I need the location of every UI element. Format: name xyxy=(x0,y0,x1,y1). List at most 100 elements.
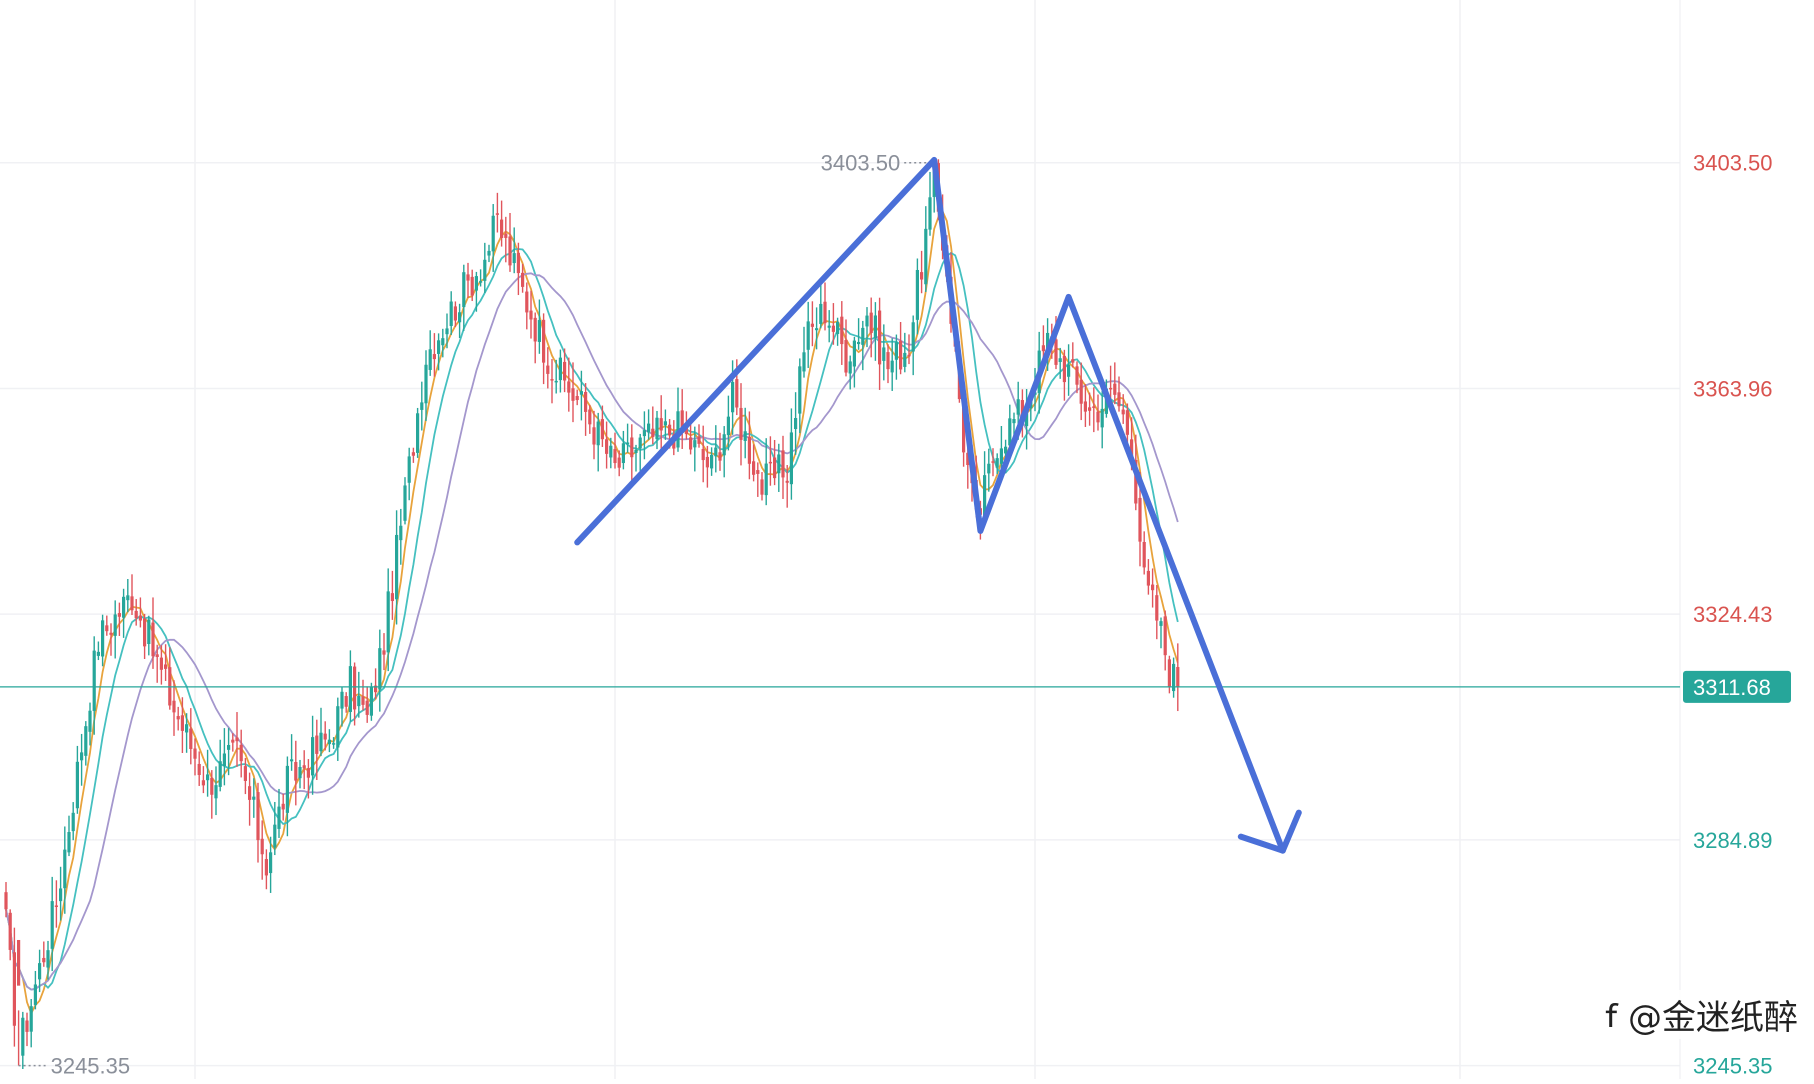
candle-body[interactable] xyxy=(466,274,470,281)
candle-body[interactable] xyxy=(218,761,222,787)
candle-body[interactable] xyxy=(626,442,630,445)
candle-body[interactable] xyxy=(571,388,575,401)
candle-body[interactable] xyxy=(558,357,562,381)
candle-body[interactable] xyxy=(516,252,520,274)
candle-body[interactable] xyxy=(1067,364,1071,377)
candle-body[interactable] xyxy=(311,737,315,776)
candle-body[interactable] xyxy=(869,312,873,334)
candle-body[interactable] xyxy=(1138,497,1142,542)
candle-body[interactable] xyxy=(227,745,231,750)
candle-body[interactable] xyxy=(680,410,684,433)
candle-body[interactable] xyxy=(861,327,865,345)
candle-body[interactable] xyxy=(126,595,130,601)
candle-body[interactable] xyxy=(336,706,340,748)
candle-body[interactable] xyxy=(546,365,550,374)
candle-body[interactable] xyxy=(617,457,621,468)
candle-body[interactable] xyxy=(991,461,995,463)
candle-body[interactable] xyxy=(1155,595,1159,621)
candle-body[interactable] xyxy=(1058,358,1062,363)
candle-body[interactable] xyxy=(966,452,970,466)
candle-body[interactable] xyxy=(67,832,71,853)
candle-body[interactable] xyxy=(386,591,390,653)
candle-body[interactable] xyxy=(743,431,747,441)
candle-body[interactable] xyxy=(1079,379,1083,404)
candle-body[interactable] xyxy=(819,303,823,324)
candle-body[interactable] xyxy=(1062,356,1066,383)
candle-body[interactable] xyxy=(848,361,852,374)
candle-body[interactable] xyxy=(113,614,117,636)
candle-body[interactable] xyxy=(54,905,58,907)
candle-body[interactable] xyxy=(327,739,331,745)
candle-body[interactable] xyxy=(458,312,462,323)
candle-body[interactable] xyxy=(1151,584,1155,591)
candle-body[interactable] xyxy=(1125,410,1129,435)
candle-body[interactable] xyxy=(63,849,67,889)
candle-body[interactable] xyxy=(911,322,915,352)
candle-body[interactable] xyxy=(852,340,856,367)
candle-body[interactable] xyxy=(1172,663,1176,692)
candle-body[interactable] xyxy=(798,366,802,414)
candle-body[interactable] xyxy=(420,402,424,410)
candle-body[interactable] xyxy=(1142,541,1146,568)
candle-body[interactable] xyxy=(25,1020,29,1032)
candle-body[interactable] xyxy=(542,319,546,363)
candle-body[interactable] xyxy=(243,766,247,781)
candle-body[interactable] xyxy=(487,250,491,256)
candle-body[interactable] xyxy=(865,315,869,327)
candle-body[interactable] xyxy=(147,619,151,645)
candle-body[interactable] xyxy=(33,984,37,1005)
candle-body[interactable] xyxy=(983,475,987,516)
candle-body[interactable] xyxy=(924,228,928,285)
candle-body[interactable] xyxy=(193,748,197,759)
candle-body[interactable] xyxy=(588,409,592,425)
candle-body[interactable] xyxy=(264,859,268,876)
candle-body[interactable] xyxy=(630,437,634,458)
candle-body[interactable] xyxy=(777,454,781,474)
candle-body[interactable] xyxy=(92,650,96,711)
candle-body[interactable] xyxy=(1088,407,1092,411)
candle-body[interactable] xyxy=(621,443,625,464)
candle-body[interactable] xyxy=(1046,332,1050,349)
candle-body[interactable] xyxy=(794,418,798,430)
candle-body[interactable] xyxy=(323,733,327,740)
candle-body[interactable] xyxy=(697,436,701,444)
candle-body[interactable] xyxy=(1054,339,1058,365)
candle-body[interactable] xyxy=(1096,411,1100,423)
candle-body[interactable] xyxy=(579,391,583,395)
candle-body[interactable] xyxy=(827,325,831,328)
candle-body[interactable] xyxy=(344,696,348,707)
candle-body[interactable] xyxy=(1146,570,1150,586)
candle-body[interactable] xyxy=(130,596,134,611)
candle-body[interactable] xyxy=(655,417,659,440)
candle-body[interactable] xyxy=(273,824,277,848)
candle-body[interactable] xyxy=(105,625,109,632)
candle-body[interactable] xyxy=(789,432,793,485)
candle-body[interactable] xyxy=(96,651,100,656)
candle-body[interactable] xyxy=(592,427,596,445)
candle-body[interactable] xyxy=(634,449,638,454)
candle-body[interactable] xyxy=(802,352,806,372)
candle-body[interactable] xyxy=(281,803,285,810)
candle-body[interactable] xyxy=(298,767,302,779)
candle-body[interactable] xyxy=(768,461,772,464)
candle-body[interactable] xyxy=(638,437,642,449)
candle-body[interactable] xyxy=(508,236,512,266)
candle-body[interactable] xyxy=(294,761,298,781)
candle-body[interactable] xyxy=(714,447,718,457)
candle-body[interactable] xyxy=(403,485,407,521)
candle-body[interactable] xyxy=(928,197,932,230)
candle-body[interactable] xyxy=(806,321,810,350)
candle-body[interactable] xyxy=(151,622,155,657)
candle-body[interactable] xyxy=(773,457,777,479)
candle-body[interactable] xyxy=(663,421,667,426)
candle-body[interactable] xyxy=(575,395,579,401)
candle-body[interactable] xyxy=(75,761,79,809)
candle-body[interactable] xyxy=(369,686,373,716)
candle-body[interactable] xyxy=(38,963,42,980)
candle-body[interactable] xyxy=(739,407,743,440)
candle-body[interactable] xyxy=(197,763,201,776)
candle-body[interactable] xyxy=(407,456,411,483)
candle-body[interactable] xyxy=(756,470,760,474)
candle-body[interactable] xyxy=(256,792,260,841)
candle-body[interactable] xyxy=(332,743,336,745)
